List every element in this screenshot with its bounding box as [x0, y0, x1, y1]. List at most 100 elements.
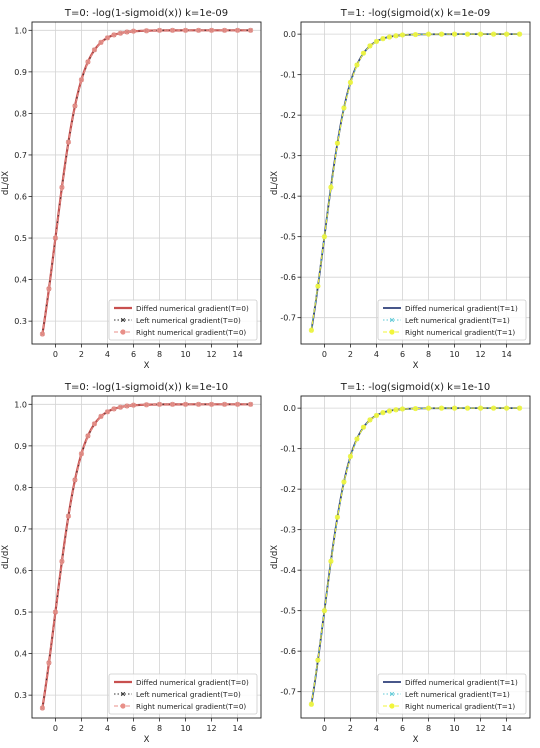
legend-marker	[389, 317, 395, 323]
x-tick-label: 8	[426, 724, 431, 733]
x-tick-label: 2	[79, 724, 84, 733]
y-tick-label: -0.6	[280, 647, 296, 656]
data-point	[46, 660, 52, 666]
plot-area	[32, 396, 261, 718]
legend-marker	[120, 691, 126, 697]
axes-frame	[31, 21, 262, 345]
chart-1: 0 2 4 6 8 10 12 14 0.3 0.4 0.5 0.6 0.7 0.8 0.9 1.0 T=0: …	[1, 8, 262, 371]
y-tick-label: 0.7	[14, 151, 27, 160]
legend-marker	[389, 691, 395, 697]
data-point	[234, 401, 241, 407]
data-point	[451, 405, 458, 411]
x-tick-label: 6	[400, 350, 405, 359]
x-tick-label: 4	[105, 350, 110, 359]
data-point	[91, 421, 98, 427]
data-point	[477, 31, 484, 37]
legend-marker	[389, 329, 395, 335]
data-point	[425, 405, 432, 411]
data-point	[490, 31, 497, 37]
data-point	[72, 477, 78, 483]
x-tick-label: 6	[131, 724, 136, 733]
y-tick-label: -0.4	[280, 566, 296, 575]
data-point	[503, 405, 510, 411]
data-point	[98, 413, 104, 419]
x-tick-label: 8	[426, 350, 431, 359]
x-tick-label: 10	[180, 350, 190, 359]
legend-label: Left numerical gradient(T=0)	[136, 316, 241, 325]
series-line-3	[310, 33, 520, 331]
data-point	[59, 184, 65, 190]
data-point	[130, 28, 137, 34]
data-point	[195, 27, 202, 33]
axes-frame	[300, 395, 531, 719]
legend: Diffed numerical gradient(T=0) Left numer…	[108, 299, 258, 341]
data-point	[477, 405, 484, 411]
axes-frame	[31, 395, 262, 719]
x-tick-label: 12	[475, 724, 485, 733]
data-point	[399, 406, 406, 412]
y-tick-label: 0.5	[14, 608, 27, 617]
y-tick-label: -0.6	[280, 273, 296, 282]
data-point	[234, 27, 241, 33]
legend-box	[108, 299, 258, 341]
y-tick-label: -0.1	[280, 445, 296, 454]
y-tick-label: -0.7	[280, 314, 296, 323]
legend-label: Left numerical gradient(T=1)	[405, 690, 510, 699]
data-point	[72, 103, 78, 109]
legend-label: Right numerical gradient(T=0)	[136, 702, 246, 711]
legend-label: Left numerical gradient(T=1)	[405, 316, 510, 325]
data-point	[393, 407, 399, 413]
x-tick-label: 8	[157, 350, 162, 359]
chart-title: T=1: -log(sigmoid(x) k=1e-09	[340, 8, 490, 19]
legend-label: Diffed numerical gradient(T=0)	[136, 678, 249, 687]
y-tick-label: 0.9	[14, 442, 27, 451]
x-tick-label: 10	[180, 724, 190, 733]
data-point	[143, 28, 150, 34]
data-point	[117, 30, 124, 36]
data-point	[464, 31, 471, 37]
data-point	[247, 27, 254, 33]
data-point	[393, 33, 399, 39]
data-point	[503, 31, 510, 37]
data-point	[130, 402, 137, 408]
data-point	[52, 235, 59, 241]
x-tick-label: 2	[79, 350, 84, 359]
data-point	[65, 513, 72, 519]
legend-label: Right numerical gradient(T=0)	[136, 328, 246, 337]
data-point	[117, 404, 124, 410]
axes-frame	[300, 21, 531, 345]
data-point	[328, 184, 334, 190]
data-point	[308, 701, 315, 707]
data-point	[380, 36, 386, 42]
plot-area	[301, 22, 530, 344]
data-point	[195, 401, 202, 407]
data-point	[98, 39, 104, 45]
y-tick-label: -0.3	[280, 152, 296, 161]
data-point	[169, 27, 176, 33]
data-point	[451, 31, 458, 37]
y-tick-label: 0.4	[14, 276, 27, 285]
data-point	[380, 410, 386, 416]
chart-2: 0 2 4 6 8 10 12 14 0.0 -0.1 -0.2 -0.3 -0.4 -0.5 -0.6 -0…	[270, 8, 531, 371]
data-point	[104, 35, 111, 41]
chart-title: T=0: -log(1-sigmoid(x)) k=1e-10	[64, 382, 228, 393]
x-tick-label: 14	[501, 350, 511, 359]
x-tick-label: 2	[348, 350, 353, 359]
data-point	[516, 405, 523, 411]
data-point	[321, 608, 328, 614]
data-point	[247, 401, 254, 407]
x-tick-label: 2	[348, 724, 353, 733]
x-tick-label: 4	[374, 350, 379, 359]
data-point	[373, 412, 380, 419]
data-point	[124, 403, 130, 409]
legend-label: Diffed numerical gradient(T=1)	[405, 678, 518, 687]
data-point	[360, 424, 367, 430]
data-point	[354, 436, 360, 442]
x-tick-label: 10	[449, 350, 459, 359]
data-point	[412, 31, 419, 38]
x-tick-label: 0	[322, 724, 327, 733]
legend-marker	[389, 703, 395, 709]
x-tick-label: 4	[374, 724, 379, 733]
x-tick-label: 0	[322, 350, 327, 359]
